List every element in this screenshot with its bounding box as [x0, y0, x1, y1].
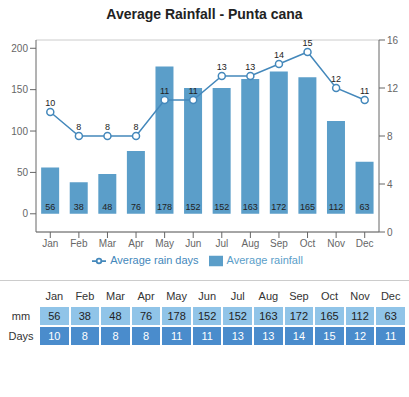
html-text:178: 178 — [167, 310, 186, 322]
html-text:152: 152 — [228, 310, 247, 322]
html-text:11: 11 — [385, 330, 397, 342]
svg-text:13: 13 — [217, 62, 227, 72]
svg-text:Feb: Feb — [70, 238, 88, 249]
svg-text:152: 152 — [186, 202, 201, 212]
svg-text:Sep: Sep — [270, 238, 288, 249]
html-text:12: 12 — [353, 330, 367, 342]
svg-text:8: 8 — [76, 122, 81, 132]
html-text:Nov: Nov — [350, 290, 370, 302]
svg-text:16: 16 — [387, 35, 399, 46]
html-text:13: 13 — [231, 330, 244, 342]
html-text:Average rain days: Average rain days — [110, 254, 199, 266]
svg-text:12: 12 — [387, 83, 399, 94]
svg-text:Aug: Aug — [241, 238, 259, 249]
html-text:Aug: Aug — [258, 290, 279, 302]
svg-text:Mar: Mar — [99, 238, 117, 249]
html-text:11: 11 — [201, 330, 213, 342]
svg-text:10: 10 — [45, 98, 55, 108]
svg-text:8: 8 — [134, 122, 139, 132]
svg-text:56: 56 — [45, 202, 55, 212]
html-text:13: 13 — [262, 330, 275, 342]
svg-text:Jun: Jun — [185, 238, 201, 249]
svg-text:11: 11 — [360, 86, 369, 96]
html-text:172: 172 — [289, 310, 309, 322]
svg-text:13: 13 — [245, 62, 255, 72]
html-text:May: May — [166, 290, 187, 302]
html-text:Dec: Dec — [380, 290, 401, 302]
html-text:10: 10 — [48, 330, 61, 342]
svg-text:Jul: Jul — [215, 238, 228, 249]
svg-text:76: 76 — [131, 202, 141, 212]
html-text:163: 163 — [259, 310, 278, 322]
html-text:14: 14 — [292, 330, 305, 342]
svg-text:0: 0 — [387, 227, 393, 238]
svg-text:48: 48 — [102, 202, 112, 212]
svg-text:4: 4 — [387, 179, 393, 190]
svg-text:38: 38 — [74, 202, 84, 212]
html-text:165: 165 — [320, 310, 339, 322]
html-text:38: 38 — [78, 310, 91, 322]
svg-text:11: 11 — [189, 86, 198, 96]
svg-text:63: 63 — [360, 202, 370, 212]
html-text:Sep: Sep — [289, 290, 309, 302]
html-text:11: 11 — [170, 330, 183, 342]
svg-text:12: 12 — [331, 74, 341, 84]
html-text:Apr: Apr — [137, 290, 155, 302]
svg-text:Nov: Nov — [327, 238, 345, 249]
html-text:8: 8 — [143, 330, 150, 342]
svg-text:14: 14 — [274, 50, 284, 60]
html-text:56: 56 — [48, 310, 61, 322]
html-text:8: 8 — [81, 330, 88, 342]
html-text:Mar: Mar — [106, 290, 125, 302]
html-text:Feb: Feb — [75, 290, 95, 302]
svg-text:Dec: Dec — [356, 238, 374, 249]
html-text:152: 152 — [198, 310, 217, 322]
html-text:Oct: Oct — [320, 290, 338, 302]
svg-text:11: 11 — [160, 86, 169, 96]
html-text:76: 76 — [139, 310, 153, 322]
svg-text:May: May — [155, 238, 174, 249]
html-text:mm: mm — [11, 310, 31, 322]
svg-text:178: 178 — [157, 202, 172, 212]
svg-text:15: 15 — [303, 38, 313, 48]
html-text:Average Rainfall - Punta cana: Average Rainfall - Punta cana — [106, 6, 303, 22]
svg-text:8: 8 — [387, 131, 393, 142]
svg-text:Oct: Oct — [300, 238, 316, 249]
svg-text:150: 150 — [11, 84, 28, 95]
html-text:Jan: Jan — [45, 290, 64, 302]
html-text:112: 112 — [351, 310, 369, 322]
svg-text:100: 100 — [11, 126, 28, 137]
svg-text:165: 165 — [300, 202, 315, 212]
html-text:63: 63 — [384, 310, 397, 322]
svg-text:Apr: Apr — [128, 238, 144, 249]
svg-text:200: 200 — [11, 43, 28, 54]
svg-text:50: 50 — [17, 167, 29, 178]
svg-text:163: 163 — [243, 202, 258, 212]
html-text:Average rainfall: Average rainfall — [226, 254, 303, 266]
html-text:48: 48 — [109, 310, 122, 322]
svg-text:8: 8 — [105, 122, 110, 132]
html-text:Jul: Jul — [230, 290, 245, 302]
html-text:15: 15 — [323, 330, 336, 342]
svg-text:172: 172 — [271, 202, 286, 212]
svg-text:112: 112 — [329, 202, 343, 212]
svg-text:Jan: Jan — [42, 238, 58, 249]
svg-text:0: 0 — [22, 208, 28, 219]
html-text:Days: Days — [8, 330, 34, 342]
html-text:Jun: Jun — [198, 290, 216, 302]
svg-text:152: 152 — [214, 202, 229, 212]
html-text:8: 8 — [112, 330, 119, 342]
